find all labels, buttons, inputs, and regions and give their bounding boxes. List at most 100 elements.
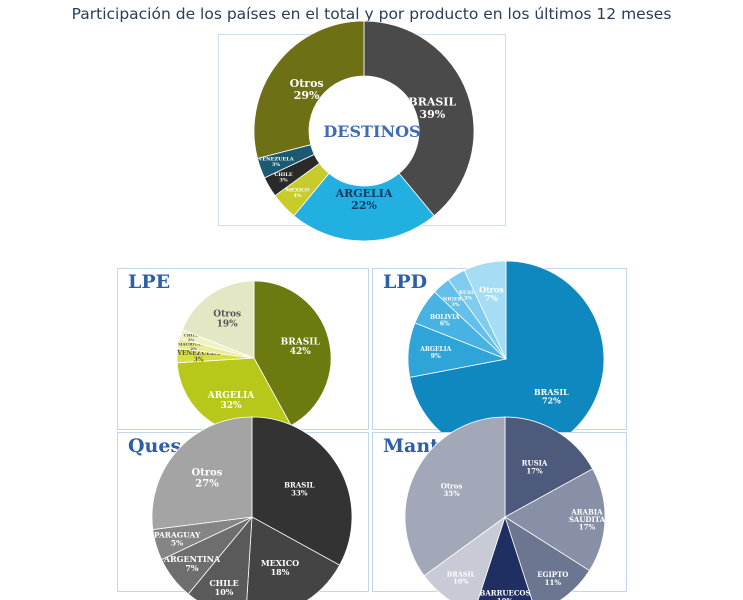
pie-slice-manteca-arabia-saudita [504,468,606,572]
slice-name: CHILE [184,333,199,338]
slice-name: SAUDITA [569,515,606,524]
slice-label-destinos-mexico: MEXICO 4% [285,188,310,200]
slice-percent: 42% [290,347,312,357]
slice-percent: 18% [271,567,290,577]
slice-percent: 3% [451,302,459,308]
slice-name: Otros [441,481,463,490]
slice-name: Otros [213,310,241,320]
slice-name: NIGERIA [443,297,468,303]
slice-percent: 10% [453,578,469,586]
slice-name: Otros [290,77,324,90]
slice-label-quesos-otros: Otros 27% [192,467,223,489]
slice-percent: 10% [497,596,514,600]
pie-chart-manteca: RUSIA 17%ARABIA SAUDITA 17%EGIPTO 11%BARRUEC… [404,416,606,600]
slice-percent: 27% [195,478,219,489]
pie-slice-lpe-otros [181,280,255,359]
slice-percent: 9% [431,353,441,360]
slice-name: BRASIL [281,337,321,347]
chart-title-lpd: LPD [383,271,428,293]
slice-percent: 3% [279,177,287,183]
pie-chart-lpe: BRASIL 42% ARGELIA 32% VENEZUELA 3% MAURITANIA… [176,280,332,436]
slice-name: Otros [192,467,223,478]
pie-slice-manteca-rusia [504,416,594,518]
slice-percent: 72% [542,396,561,406]
slice-percent: 35% [443,489,460,498]
pie-slice-quesos-otros [151,416,253,530]
pie-slice-destinos-brasil [363,20,475,217]
slice-label-manteca-otros: Otros 35% [441,481,463,498]
pie-slice-manteca-otros [404,416,506,577]
slice-name: Otros [479,284,504,294]
slice-percent: 11% [545,578,562,587]
slice-label-lpd-argelia: ARGELIA 9% [419,346,451,360]
slice-name: PARAGUAY [154,530,201,539]
slice-percent: 33% [291,488,308,497]
slice-name: ARGENTINA [163,554,221,564]
slice-name: MEXICO [261,558,299,568]
slice-label-lpe-argelia: ARGELIA 32% [207,391,256,411]
slice-label-lpe-chile: CHILE 2% [184,333,199,342]
pie-slice-manteca-barruecos [477,515,533,600]
slice-label-destinos-venezuela: VENEZUELA 3% [257,157,293,168]
slice-label-manteca-egipto: EGIPTO 11% [537,570,568,587]
slice-label-manteca-brasil: BRASIL 10% [447,570,476,585]
donut-center-label: DESTINOS [323,122,420,141]
pie-chart-quesos: BRASIL 33% MEXICO 18% CHILE 10% ARGENTINA 7% PAR… [151,416,353,600]
slice-percent: 4% [293,193,301,199]
slice-label-quesos-chile: CHILE 10% [209,578,238,597]
slice-name: VENEZUELA [176,350,220,357]
slice-label-lpd-rusia: RUSIA 3% [459,290,477,302]
slice-percent: 3% [194,357,204,364]
slice-label-lpe-brasil: BRASIL 42% [281,337,321,357]
slice-label-quesos-mexico: MEXICO 18% [261,558,299,577]
slice-name: RUSIA [522,459,548,468]
slice-label-destinos-otros: Otros 29% [290,77,324,102]
slice-name: VENEZUELA [257,157,293,163]
chart-panel-quesos: Quesos BRASIL 33% MEXICO 18% CHILE 10% ARGENTI… [117,416,369,600]
page-title: Participación de los países en el total … [71,5,672,23]
slice-percent: 7% [485,293,499,303]
slice-name: MAURITANIA [178,342,210,347]
pie-slice-lpe-brasil [253,280,332,427]
slice-percent: 32% [220,401,242,411]
slice-label-manteca-rusia: RUSIA 17% [522,459,548,476]
slice-name: ARGELIA [207,391,256,401]
chart-panel-lpe: LPE BRASIL 42% ARGELIA 32% VENEZUELA 3% MAURIT… [117,268,369,436]
slice-percent: 19% [217,320,239,330]
slice-label-manteca-barruecos: BARRUECOS10% [479,589,530,600]
slice-percent: 2% [190,346,197,351]
slice-label-lpd-otros: Otros 7% [479,284,504,303]
slice-name: BARRUECOS [479,589,530,598]
slice-name: BRASIL [534,387,569,397]
slice-name: EGIPTO [537,570,568,579]
slice-name: BRASIL [284,481,314,490]
slice-label-lpe-mauritania: MAURITANIA 2% [178,342,210,351]
slice-name: BOLIVIA [430,314,460,321]
slice-label-quesos-argentina: ARGENTINA 7% [163,554,221,573]
slice-percent: 3% [464,295,472,301]
pie-slice-destinos-otros [253,20,365,159]
slice-label-destinos-brasil: BRASIL 39% [408,96,456,121]
slice-name: CHILE [274,172,293,178]
slice-percent: 7% [185,563,199,573]
pie-slice-quesos-mexico [246,516,341,600]
slice-percent: 17% [526,466,543,475]
pie-slice-manteca-egipto [504,516,590,600]
slice-name: ARGELIA [419,346,451,353]
slice-name: MEXICO [285,188,310,194]
donut-chart-destinos: BRASIL 39%ARGELIA 22%MEXICO 4%CHILE 3%VENEZU… [253,20,475,242]
slice-label-lpd-bolivia: BOLIVIA 6% [430,314,460,328]
slice-percent: 3% [272,162,280,168]
slice-percent: 39% [419,108,445,121]
slice-percent: 22% [351,199,377,212]
slice-percent: 29% [294,89,320,102]
slice-name: BRASIL [408,96,456,109]
slice-name: BRASIL [447,570,476,578]
slice-percent: 10% [215,587,234,597]
slice-label-quesos-paraguay: PARAGUAY 5% [154,530,201,547]
slice-name: ARGELIA [335,187,393,200]
slice-label-lpe-otros: Otros 19% [213,310,241,330]
pie-chart-lpd: BRASIL 72% ARGELIA 9% BOLIVIA 6% NIGERIA 3%RUSI… [407,260,605,458]
pie-slice-lpd-otros [463,260,507,360]
slice-label-destinos-argelia: ARGELIA 22% [335,187,393,212]
